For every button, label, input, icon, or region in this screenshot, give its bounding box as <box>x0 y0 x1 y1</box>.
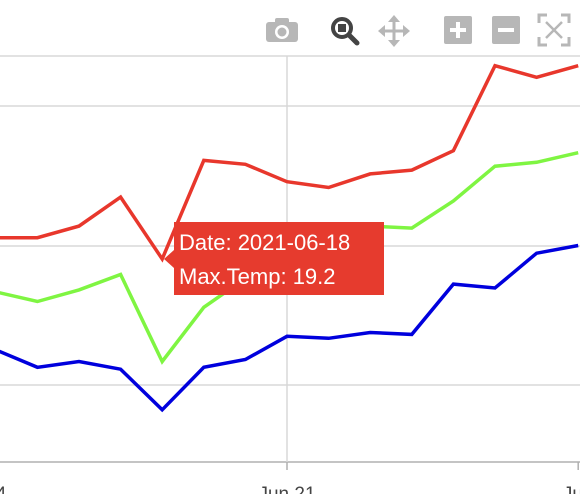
autoscale-icon <box>537 13 571 47</box>
modebar <box>266 13 571 47</box>
autoscale-button[interactable] <box>537 13 571 47</box>
x-tick-label: Jun 21 <box>258 484 315 494</box>
tooltip-box <box>164 222 384 295</box>
camera-button[interactable] <box>266 18 298 42</box>
pan-arrows-icon <box>378 15 410 47</box>
series-line-3 <box>0 243 579 413</box>
x-tick-label: Jun <box>563 484 580 494</box>
x-tick-label: 14 <box>0 484 7 494</box>
series-line-1 <box>0 63 579 263</box>
hover-tooltip: Date: 2021-06-18 Max.Temp: 19.2 <box>164 222 384 295</box>
zoom-button[interactable] <box>331 17 360 46</box>
tooltip-max-temp: Max.Temp: 19.2 <box>179 264 336 289</box>
plus-box-icon <box>444 16 472 44</box>
zoom-in-button[interactable] <box>444 16 472 44</box>
zoom-out-button[interactable] <box>492 16 520 44</box>
minus-box-icon <box>492 16 520 44</box>
x-axis: 14 Jun 21 Jun <box>0 462 580 494</box>
camera-icon <box>266 18 298 42</box>
tooltip-date: Date: 2021-06-18 <box>179 230 350 255</box>
zoom-magnifier-icon <box>331 17 360 46</box>
pan-button[interactable] <box>378 15 410 47</box>
